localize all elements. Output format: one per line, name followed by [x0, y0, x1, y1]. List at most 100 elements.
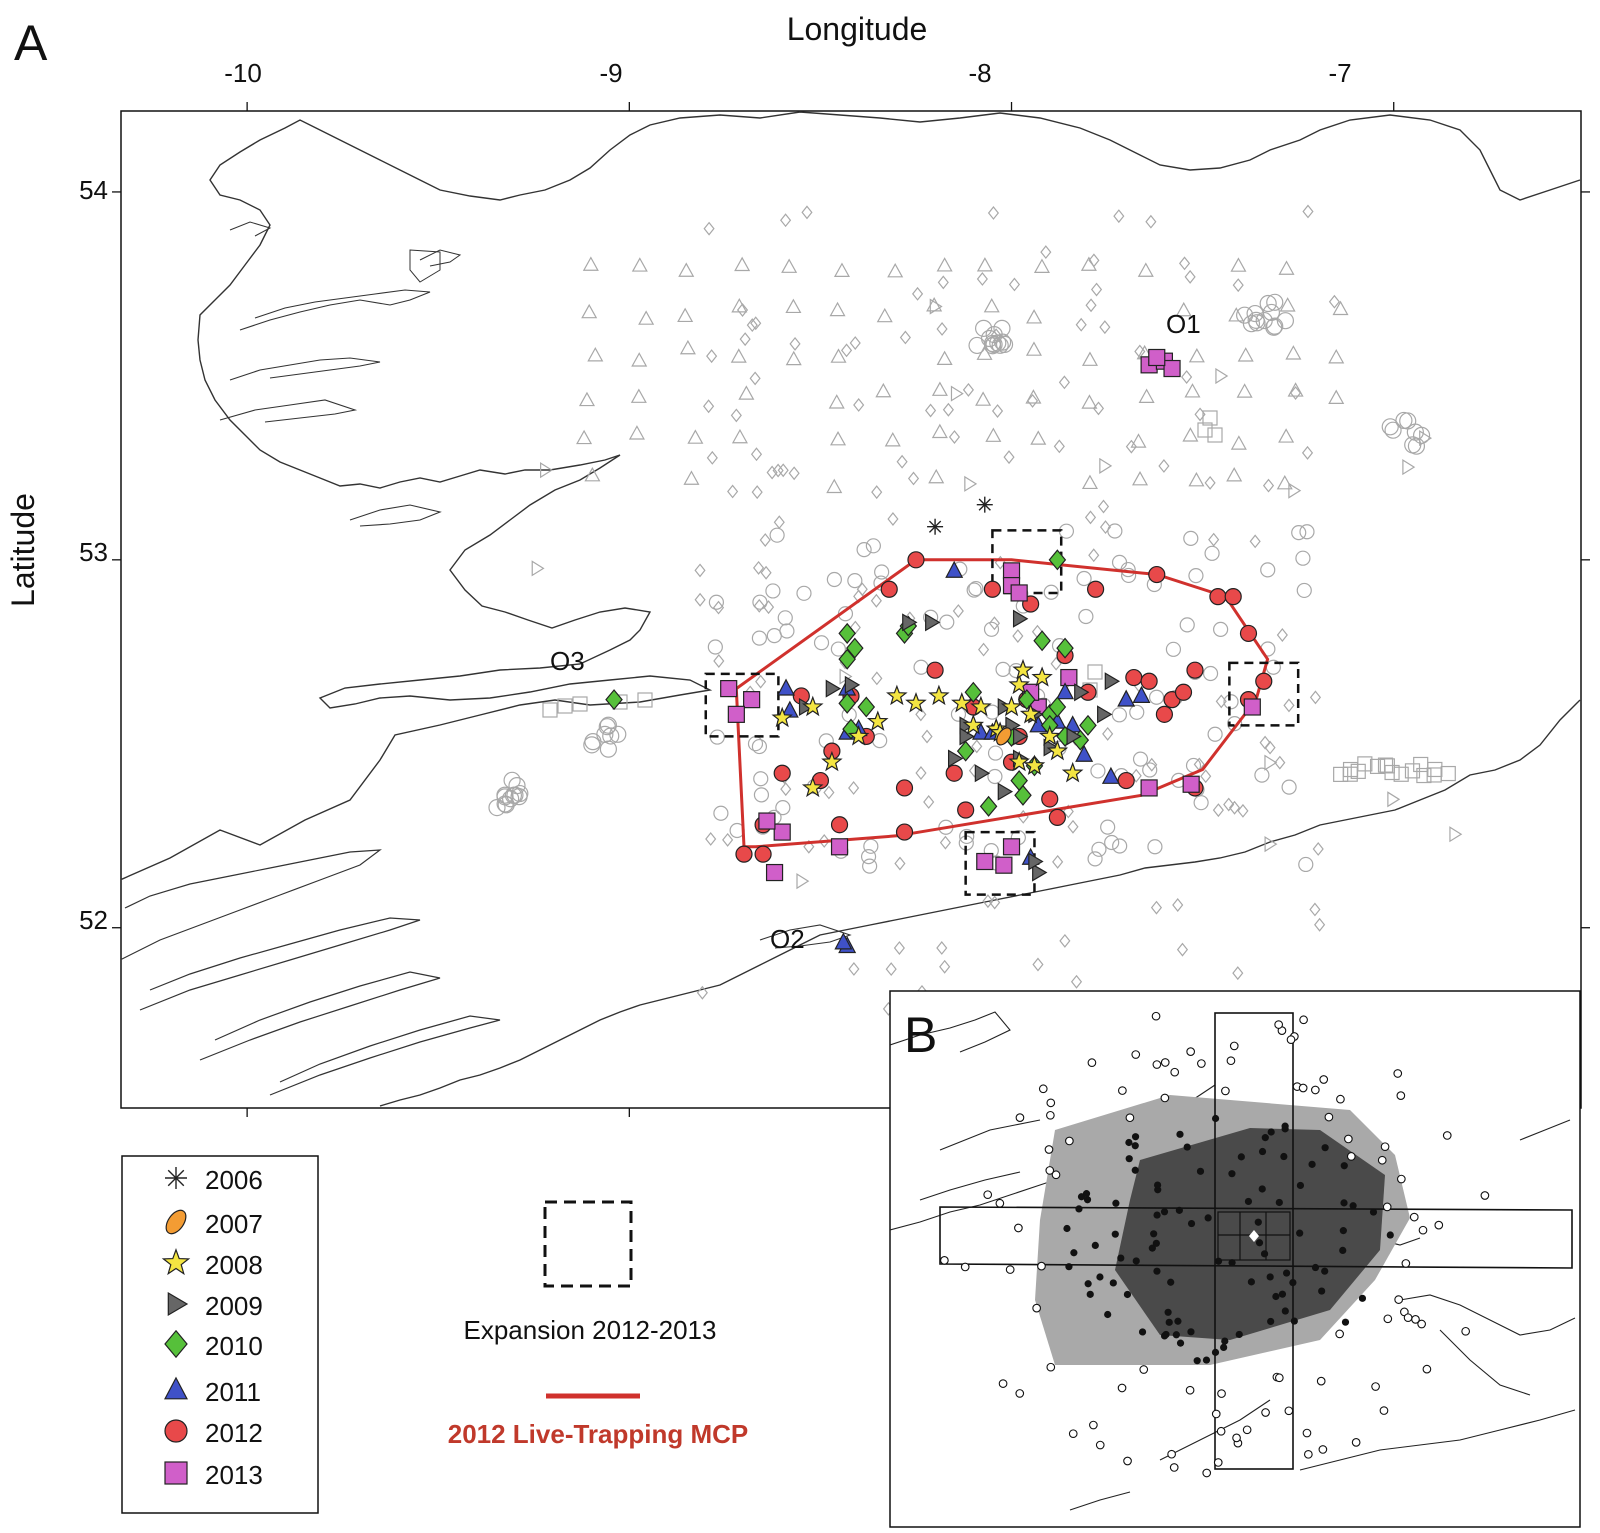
point-2010	[838, 622, 856, 644]
inset-dot-filled	[1083, 1196, 1092, 1204]
inset-dot-open	[1394, 1295, 1404, 1304]
legend-marker-2013	[164, 1461, 188, 1485]
inset-dot-open	[1160, 1093, 1170, 1103]
bg-triangle	[1236, 383, 1253, 398]
bg-triangle	[983, 297, 1000, 313]
bg-triangle	[1237, 347, 1254, 362]
inset-dot-filled	[1165, 1318, 1173, 1326]
inset-dot-filled	[1153, 1267, 1161, 1275]
bg-diamond	[703, 399, 715, 414]
bg-diamond	[1309, 902, 1321, 917]
bg-circle	[1107, 523, 1123, 539]
point-2009	[1066, 727, 1082, 746]
bg-circle	[1129, 704, 1145, 720]
bg-diamond	[1092, 401, 1105, 416]
bg-circle	[779, 623, 795, 639]
bg-diamond	[772, 463, 784, 478]
bg-diamond	[706, 450, 718, 465]
inset-dot-filled	[1214, 1257, 1223, 1265]
point-2012	[1041, 790, 1059, 808]
bg-triangle	[781, 258, 798, 273]
year-legend: 2006 2007 2008 2009 2010 2011 2012 2013	[121, 1155, 319, 1514]
inset-dot-filled	[1175, 1206, 1183, 1214]
bg-diamond	[923, 794, 935, 809]
bg-triangle	[1230, 435, 1247, 450]
bg-triangle	[1081, 394, 1098, 409]
bg-triangle	[1175, 301, 1192, 317]
inset-dot-open	[1087, 1058, 1097, 1067]
bg-circle	[1260, 562, 1276, 578]
point-2012	[983, 580, 1002, 598]
bg-diamond	[990, 328, 1002, 343]
panel-letter-b: B	[904, 1007, 937, 1063]
bg-diamond	[713, 654, 725, 668]
expansion-key-swatch	[543, 1200, 633, 1288]
bg-circle	[862, 858, 878, 874]
point-2012	[773, 764, 791, 782]
point-2009	[902, 613, 918, 632]
point-2008	[847, 725, 870, 746]
bg-diamond	[1262, 478, 1275, 493]
inset-dot-open	[1167, 1449, 1176, 1459]
point-2010	[857, 696, 876, 718]
bg-triangle	[829, 301, 846, 317]
bg-triangle	[1026, 309, 1043, 324]
inset-dot-open	[1216, 1426, 1226, 1436]
expansion-box	[704, 672, 780, 738]
inset-dot-filled	[1123, 1290, 1132, 1299]
inset-dot-filled	[1267, 1317, 1275, 1326]
bg-diamond	[1309, 690, 1322, 705]
bg-triangle	[1328, 389, 1345, 404]
bg-circle	[1043, 584, 1059, 600]
inset-dot-open	[960, 1262, 970, 1272]
inset-dot-filled	[1063, 1224, 1071, 1233]
legend-marker-2011	[164, 1376, 188, 1400]
bg-diamond	[705, 831, 717, 846]
point-2008	[1019, 703, 1042, 724]
point-2012	[1155, 705, 1174, 723]
mcp-key-label: 2012 Live-Trapping MCP	[448, 1419, 749, 1449]
bg-right-triangle	[1402, 459, 1416, 476]
point-2013	[830, 838, 849, 856]
inset-dot-open	[1409, 1212, 1419, 1222]
bg-circle	[863, 838, 879, 854]
point-2010	[979, 795, 998, 817]
inset-dot-filled	[1084, 1280, 1092, 1288]
inset-dot-filled	[1275, 1198, 1283, 1207]
bg-diamond	[1058, 375, 1070, 390]
bg-diamond	[706, 349, 718, 364]
inset-dot-open	[1417, 1319, 1426, 1329]
point-2009	[997, 697, 1014, 717]
inset-dot-open	[1005, 1265, 1015, 1274]
bg-diamond	[1232, 966, 1244, 981]
inset-dot-filled	[1125, 1138, 1133, 1147]
point-2012	[957, 801, 975, 819]
point-2008	[1038, 725, 1061, 746]
point-2008	[951, 691, 973, 713]
bg-square	[542, 702, 558, 718]
inset-dot-filled	[1132, 1257, 1140, 1265]
inset-dot-filled	[1176, 1130, 1184, 1138]
inset-dot-open	[1197, 1059, 1206, 1068]
inset-dot-open	[1302, 1428, 1312, 1438]
bg-triangle	[1228, 307, 1245, 322]
bg-circle	[496, 795, 514, 813]
inset-horizontal-transect	[939, 1206, 1573, 1269]
bg-diamond	[1090, 282, 1103, 297]
inset-dot-filled	[1211, 1348, 1220, 1356]
bg-circle	[769, 527, 785, 543]
inset-dot-filled	[1255, 1239, 1264, 1247]
bg-diamond	[1085, 298, 1097, 313]
point-2009	[1012, 609, 1029, 628]
point-2012	[1209, 588, 1227, 606]
bg-triangle	[687, 429, 704, 444]
bg-diamond	[803, 839, 815, 854]
inset-dot-filled	[1138, 1328, 1147, 1336]
point-2010	[605, 689, 623, 711]
bg-diamond	[1314, 917, 1326, 932]
bg-square	[1369, 758, 1386, 775]
point-2008	[928, 684, 950, 706]
map-frame	[112, 102, 1590, 1117]
bg-circle	[856, 542, 872, 558]
inset-dot-filled	[1321, 1267, 1329, 1275]
